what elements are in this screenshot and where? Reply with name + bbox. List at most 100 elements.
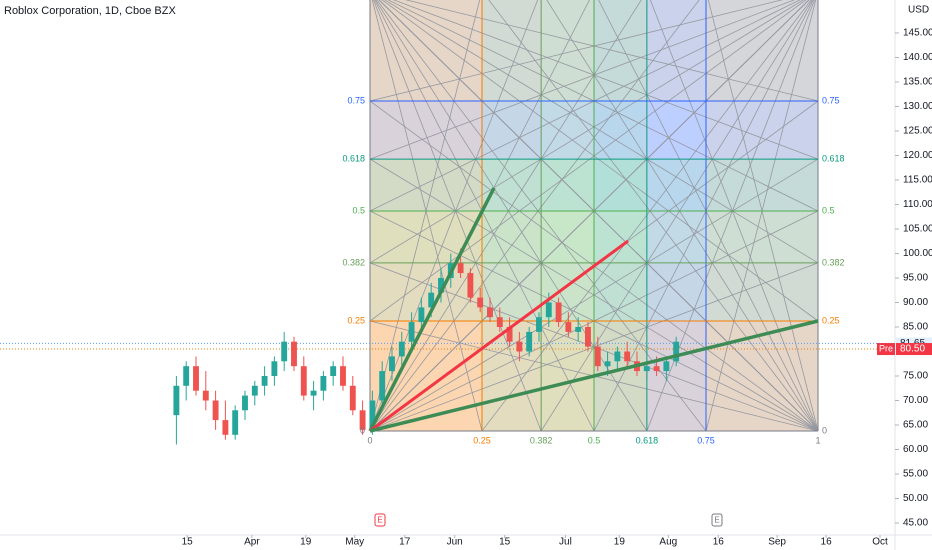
- gann-price-label: 0.75: [822, 95, 840, 105]
- y-tick-label: 60.00: [903, 444, 928, 455]
- gann-price-label: 0.618: [822, 153, 845, 163]
- y-tick-label: 115.00: [903, 175, 932, 186]
- trend-lines: [368, 187, 819, 433]
- candle-body: [212, 400, 219, 421]
- y-tick-label: 135.00: [903, 77, 932, 88]
- x-tick-label: Sep: [768, 537, 786, 548]
- candle-body: [232, 410, 239, 435]
- candle-body: [575, 326, 582, 332]
- y-tick-label: 55.00: [903, 469, 928, 480]
- candle-body: [359, 410, 366, 430]
- candle-body: [251, 385, 258, 396]
- gann-price-label: 0: [360, 425, 365, 435]
- premarket-tag: [896, 343, 932, 356]
- x-tick-label: 19: [300, 537, 312, 548]
- y-tick-label: 145.00: [903, 28, 932, 39]
- candle-body: [340, 366, 346, 386]
- x-tick-label: Jul: [559, 537, 572, 548]
- y-tick-label: 65.00: [903, 420, 928, 431]
- x-tick-label: 15: [182, 537, 194, 548]
- labels: 0 0.25 0.382 0.5 0.618 0.75 10 00.25 0.250.382 0.…: [342, 95, 844, 445]
- y-tick-label: 70.00: [903, 395, 928, 406]
- candle-body: [202, 390, 209, 401]
- y-tick-label: 105.00: [903, 224, 932, 235]
- gann-price-label: 0: [822, 425, 827, 435]
- candle-body: [516, 341, 523, 352]
- x-tick-label: 16: [821, 537, 833, 548]
- candle-body: [300, 366, 307, 396]
- candle-body: [614, 351, 621, 362]
- candle-body: [467, 273, 474, 298]
- candle-body: [222, 420, 229, 435]
- x-tick-label: Aug: [659, 537, 677, 548]
- candle-body: [643, 366, 650, 372]
- x-tick-label: Jun: [447, 537, 463, 548]
- candle-body: [604, 361, 611, 367]
- gann-price-label: 0.618: [342, 153, 365, 163]
- candle-body: [477, 297, 484, 308]
- candle-body: [408, 322, 415, 342]
- gann-time-label: 0.75: [697, 435, 715, 445]
- x-tick-label: Oct: [872, 537, 888, 548]
- gann-price-label: 0.75: [347, 95, 365, 105]
- y-tick-label: 125.00: [903, 126, 932, 137]
- candle-body: [389, 356, 395, 372]
- y-tick-label: 95.00: [903, 273, 928, 284]
- premarket-value: 80.50: [900, 344, 925, 355]
- candle-body: [438, 277, 444, 293]
- candle-body: [330, 366, 337, 376]
- gann-time-label: 1: [815, 435, 820, 445]
- chart-title: Roblox Corporation, 1D, Cboe BZX: [4, 5, 176, 17]
- candle-body: [585, 326, 591, 347]
- premarket-badge: [877, 343, 895, 356]
- candle-body: [349, 385, 356, 411]
- gann-price-label: 0.382: [342, 257, 365, 267]
- y-tick-label: 110.00: [903, 199, 932, 210]
- x-tick-label: 16: [713, 537, 725, 548]
- y-tick-label: 45.00: [903, 518, 928, 529]
- y-tick-label: 50.00: [903, 493, 928, 504]
- event-marker: [711, 513, 723, 527]
- event-label: E: [714, 516, 719, 525]
- x-tick-label: 15: [499, 537, 511, 548]
- trend-line: [369, 239, 629, 433]
- candle-body: [457, 263, 464, 274]
- candle-body: [173, 385, 180, 416]
- gann-time-label: 0.25: [473, 435, 491, 445]
- trend-line: [368, 187, 496, 432]
- candle-body: [536, 317, 542, 332]
- candle-body: [183, 366, 190, 386]
- candle-body: [310, 390, 317, 396]
- candle-body: [379, 371, 386, 401]
- candle-body: [369, 400, 376, 430]
- candle-body: [624, 351, 631, 362]
- gann-price-label: 0.25: [347, 315, 365, 325]
- gann-price-label: 0.25: [822, 315, 840, 325]
- candle-body: [545, 302, 552, 318]
- candle-body: [673, 341, 680, 362]
- candle-body: [594, 346, 601, 367]
- candle-body: [428, 292, 435, 308]
- candle-body: [261, 375, 268, 386]
- candle-body: [526, 331, 533, 352]
- y-tick-label: 140.00: [903, 52, 932, 63]
- candle-body: [663, 361, 670, 372]
- candle-body: [506, 326, 513, 342]
- y-tick-label: 130.00: [903, 101, 932, 112]
- y-tick-label: 90.00: [903, 297, 928, 308]
- event-marker: [374, 513, 386, 527]
- candle-body: [281, 341, 288, 362]
- candle-body: [418, 307, 425, 323]
- x-tick-label: 19: [614, 537, 626, 548]
- y-tick-label: 100.00: [903, 248, 932, 259]
- gann-time-label: 0.618: [636, 435, 659, 445]
- gann-time-label: 0.5: [588, 435, 601, 445]
- x-tick-label: Apr: [244, 537, 260, 548]
- y-tick-label: 75.00: [903, 371, 928, 382]
- premarket-label: Pre: [879, 343, 893, 353]
- candle-body: [565, 322, 572, 332]
- trend-line: [369, 319, 819, 433]
- candle-body: [398, 341, 405, 357]
- event-label: E: [377, 516, 382, 525]
